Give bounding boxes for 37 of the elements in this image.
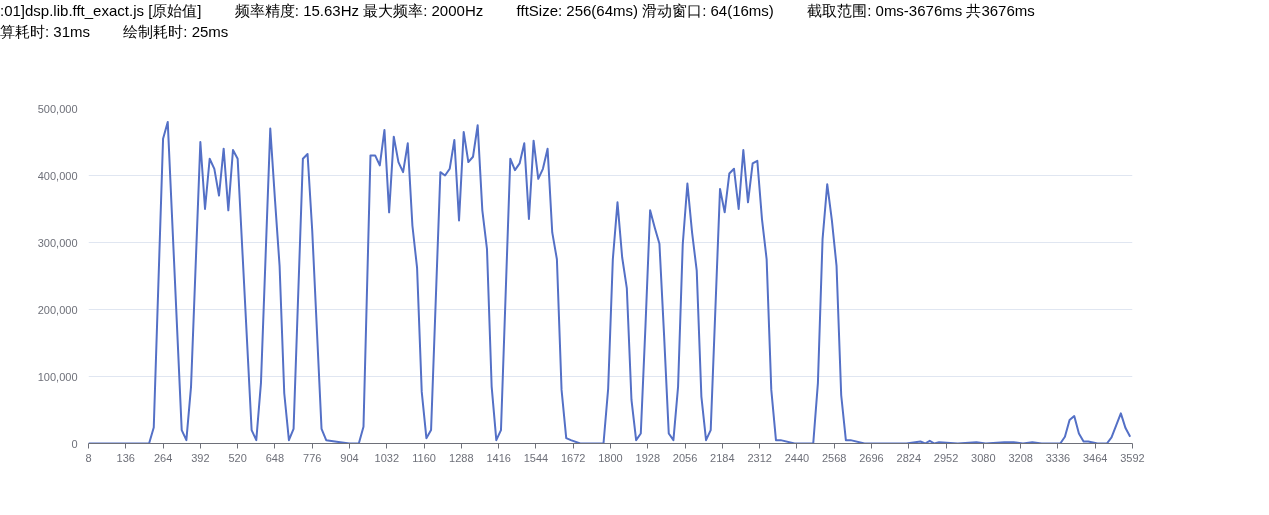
x-tick-label: 904 [340,451,359,464]
x-tick-label: 2056 [672,451,698,464]
x-tick-label: 1160 [412,451,436,464]
x-tick-label: 1928 [635,451,661,464]
x-tick-label: 776 [303,451,322,464]
x-tick-label: 2440 [784,451,810,464]
y-tick-label: 300,000 [37,236,78,249]
x-tick-label: 3464 [1082,451,1108,464]
y-tick-label: 400,000 [37,169,78,182]
x-tick-label: 2568 [821,451,847,464]
chart-title: :01]dsp.lib.fft_exact.js [原始值] 频率精度: 15.63Hz 最大频率: 2000Hz fftSize: 256(64ms) 滑动窗口: 64(16ms) 截取范围: 0ms-3676ms 共3676ms [0,1,1035,21]
x-tick-label: 1032 [374,451,400,464]
x-tick-label: 264 [153,451,173,464]
y-tick-label: 500,000 [37,102,78,115]
x-tick-label: 1800 [598,451,623,464]
chart-subtitle: 算耗时: 31ms 绘制耗时: 25ms [0,22,229,42]
x-tick-label: 1416 [486,451,511,464]
x-tick-label: 2824 [896,451,922,464]
x-tick-label: 3336 [1045,451,1071,464]
y-tick-label: 200,000 [37,303,78,316]
x-tick-label: 1288 [449,451,474,464]
x-tick-label: 2312 [747,451,772,464]
x-tick-label: 136 [116,451,135,464]
x-tick-label: 2952 [933,451,959,464]
y-tick-label: 100,000 [37,370,78,383]
x-tick-label: 648 [265,451,285,464]
x-tick-label: 3080 [971,451,996,464]
x-tick-label: 2184 [710,451,735,464]
x-tick-label: 3592 [1120,451,1145,464]
x-tick-label: 1672 [560,451,586,464]
x-tick-label: 1544 [523,451,549,464]
x-tick-label: 8 [85,451,92,464]
x-tick-label: 520 [228,451,247,464]
x-tick-label: 2696 [859,451,884,464]
y-tick-label: 0 [71,437,78,450]
x-tick-label: 3208 [1008,451,1033,464]
x-tick-label: 392 [191,451,210,464]
